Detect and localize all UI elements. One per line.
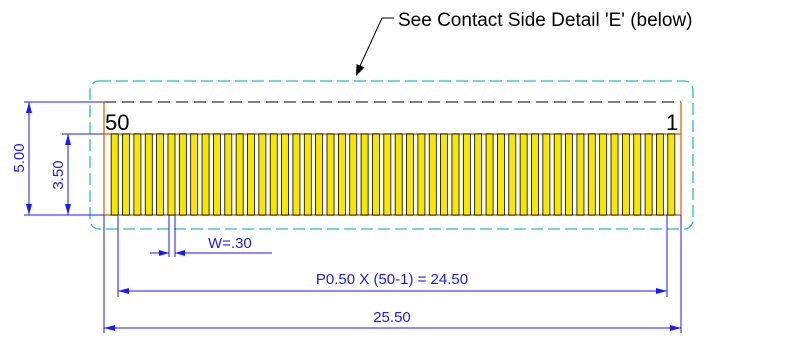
- contact-pin: [428, 133, 437, 216]
- overall-height-dimension: [24, 101, 104, 216]
- overall-width-label: 25.50: [373, 309, 411, 326]
- contact-pin: [326, 133, 335, 216]
- contact-pin: [201, 133, 210, 216]
- contact-pin: [360, 133, 369, 216]
- contact-pin: [110, 133, 119, 216]
- contact-array: [110, 133, 676, 216]
- contact-pin: [247, 133, 255, 216]
- contact-width-dimension: [150, 215, 272, 257]
- contact-pin: [269, 133, 278, 216]
- contact-pin: [565, 133, 573, 216]
- overall-width-dimension: [103, 215, 682, 333]
- contact-pin: [496, 133, 505, 216]
- contact-pin: [144, 133, 153, 216]
- contact-pin: [133, 133, 142, 216]
- keepout-outline: [89, 80, 694, 230]
- contact-pin: [122, 133, 130, 216]
- pin-label-first: 50: [105, 110, 129, 135]
- contact-pin: [656, 133, 664, 216]
- contact-pin: [542, 133, 551, 216]
- contact-pin: [178, 133, 187, 216]
- contact-pin: [281, 133, 289, 216]
- contact-pin: [394, 133, 403, 216]
- contact-pin: [190, 133, 199, 216]
- contact-pin: [258, 133, 267, 216]
- contact-pin: [519, 133, 528, 216]
- contact-pin: [531, 133, 539, 216]
- contact-pin: [553, 133, 562, 216]
- contact-pin: [633, 133, 642, 216]
- contact-pin: [212, 133, 221, 216]
- contact-height-dimension: [62, 133, 104, 215]
- pitch-label: P0.50 X (50-1) = 24.50: [316, 271, 468, 288]
- contact-pin: [167, 133, 176, 216]
- contact-pin: [599, 133, 608, 216]
- connector-outline: [103, 102, 682, 216]
- callout-text: See Contact Side Detail 'E' (below): [398, 10, 693, 31]
- contact-pin: [235, 133, 244, 216]
- contact-pin: [610, 133, 619, 216]
- contact-pin: [292, 133, 301, 216]
- contact-pin: [303, 133, 312, 216]
- contact-pin: [644, 133, 653, 216]
- contact-pin: [485, 133, 494, 216]
- contact-pin: [440, 133, 449, 216]
- contact-pin: [315, 133, 324, 216]
- contact-pin: [156, 133, 165, 216]
- contact-height-label: 3.50: [50, 160, 67, 189]
- contact-pin: [587, 133, 596, 216]
- contact-pin: [508, 133, 517, 216]
- contact-pin: [462, 133, 471, 216]
- pin-label-last: 1: [666, 110, 678, 135]
- contact-pin: [224, 133, 233, 216]
- contact-pin: [337, 133, 346, 216]
- contact-pin: [576, 133, 585, 216]
- overall-height-label: 5.00: [11, 143, 28, 172]
- contact-pin: [406, 133, 414, 216]
- contact-width-label: W=.30: [208, 235, 252, 252]
- contact-pin: [349, 133, 358, 216]
- contact-pin: [417, 133, 426, 216]
- contact-pin: [383, 133, 392, 216]
- contact-pin: [621, 133, 630, 216]
- contact-pin: [372, 133, 380, 216]
- callout-leader: [356, 17, 394, 76]
- contact-pin: [667, 133, 676, 216]
- contact-pin: [474, 133, 483, 216]
- contact-pin: [451, 133, 460, 216]
- pitch-dimension: [117, 215, 668, 297]
